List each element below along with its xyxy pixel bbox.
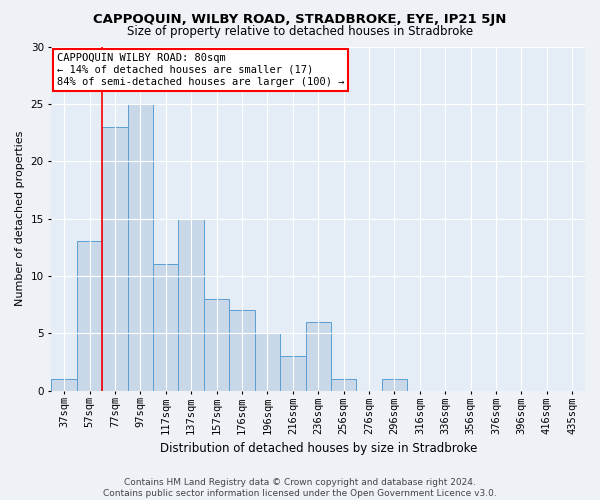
Bar bbox=[153, 264, 178, 390]
Bar bbox=[128, 104, 153, 391]
Bar bbox=[255, 334, 280, 390]
Bar bbox=[102, 127, 128, 390]
Bar bbox=[77, 242, 102, 390]
Bar bbox=[280, 356, 305, 390]
Bar bbox=[331, 379, 356, 390]
Bar bbox=[305, 322, 331, 390]
Y-axis label: Number of detached properties: Number of detached properties bbox=[15, 131, 25, 306]
Bar bbox=[52, 379, 77, 390]
Bar bbox=[382, 379, 407, 390]
Text: CAPPOQUIN, WILBY ROAD, STRADBROKE, EYE, IP21 5JN: CAPPOQUIN, WILBY ROAD, STRADBROKE, EYE, … bbox=[94, 12, 506, 26]
Bar bbox=[229, 310, 255, 390]
Text: CAPPOQUIN WILBY ROAD: 80sqm
← 14% of detached houses are smaller (17)
84% of sem: CAPPOQUIN WILBY ROAD: 80sqm ← 14% of det… bbox=[57, 54, 344, 86]
Text: Size of property relative to detached houses in Stradbroke: Size of property relative to detached ho… bbox=[127, 25, 473, 38]
Bar bbox=[178, 218, 204, 390]
X-axis label: Distribution of detached houses by size in Stradbroke: Distribution of detached houses by size … bbox=[160, 442, 477, 455]
Text: Contains HM Land Registry data © Crown copyright and database right 2024.
Contai: Contains HM Land Registry data © Crown c… bbox=[103, 478, 497, 498]
Bar bbox=[204, 299, 229, 390]
